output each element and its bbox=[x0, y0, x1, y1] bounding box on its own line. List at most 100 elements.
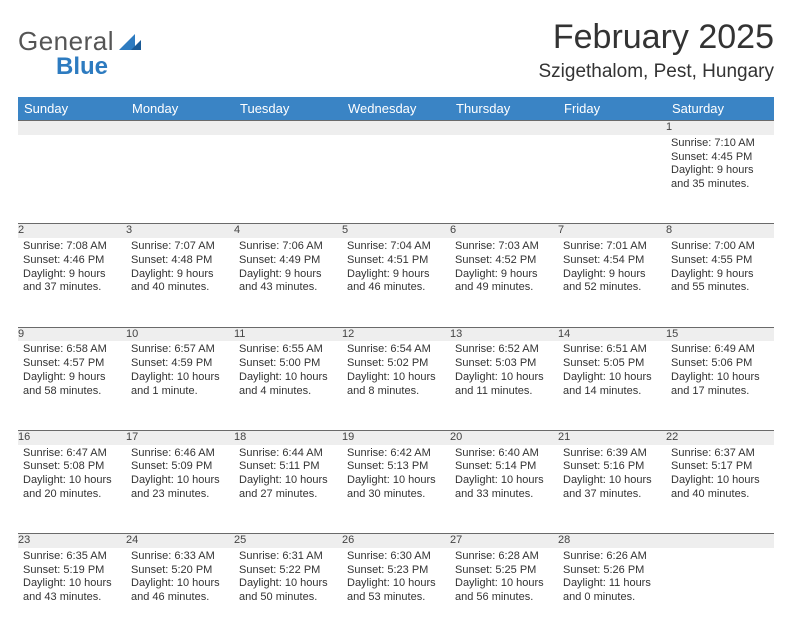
day-cell bbox=[666, 548, 774, 637]
day-number-cell: 12 bbox=[342, 327, 450, 341]
sunrise-text: Sunrise: 6:58 AM bbox=[23, 343, 121, 357]
day-content: Sunrise: 6:47 AMSunset: 5:08 PMDaylight:… bbox=[18, 445, 126, 506]
sunrise-text: Sunrise: 7:06 AM bbox=[239, 240, 337, 254]
sunset-text: Sunset: 5:19 PM bbox=[23, 564, 121, 578]
header: General Blue February 2025 Szigethalom, … bbox=[18, 18, 774, 83]
daylight-text: Daylight: 9 hours and 43 minutes. bbox=[239, 268, 337, 296]
daylight-text: Daylight: 9 hours and 52 minutes. bbox=[563, 268, 661, 296]
day-cell bbox=[126, 135, 234, 224]
sunrise-text: Sunrise: 6:39 AM bbox=[563, 447, 661, 461]
sunset-text: Sunset: 5:05 PM bbox=[563, 357, 661, 371]
day-cell: Sunrise: 7:08 AMSunset: 4:46 PMDaylight:… bbox=[18, 238, 126, 327]
day-number-cell: 3 bbox=[126, 224, 234, 238]
day-content: Sunrise: 6:40 AMSunset: 5:14 PMDaylight:… bbox=[450, 445, 558, 506]
sunrise-text: Sunrise: 7:00 AM bbox=[671, 240, 769, 254]
day-number-cell bbox=[558, 121, 666, 135]
daylight-text: Daylight: 10 hours and 11 minutes. bbox=[455, 371, 553, 399]
day-number-cell: 22 bbox=[666, 430, 774, 444]
sunrise-text: Sunrise: 6:46 AM bbox=[131, 447, 229, 461]
sunset-text: Sunset: 5:11 PM bbox=[239, 460, 337, 474]
sunset-text: Sunset: 5:20 PM bbox=[131, 564, 229, 578]
day-number-cell: 17 bbox=[126, 430, 234, 444]
daylight-text: Daylight: 10 hours and 23 minutes. bbox=[131, 474, 229, 502]
day-content: Sunrise: 7:10 AMSunset: 4:45 PMDaylight:… bbox=[666, 135, 774, 196]
daylight-text: Daylight: 10 hours and 4 minutes. bbox=[239, 371, 337, 399]
day-content: Sunrise: 6:42 AMSunset: 5:13 PMDaylight:… bbox=[342, 445, 450, 506]
day-cell bbox=[234, 135, 342, 224]
day-cell: Sunrise: 7:06 AMSunset: 4:49 PMDaylight:… bbox=[234, 238, 342, 327]
day-number-cell: 4 bbox=[234, 224, 342, 238]
day-cell: Sunrise: 6:51 AMSunset: 5:05 PMDaylight:… bbox=[558, 341, 666, 430]
day-content: Sunrise: 6:31 AMSunset: 5:22 PMDaylight:… bbox=[234, 548, 342, 609]
sunrise-text: Sunrise: 6:30 AM bbox=[347, 550, 445, 564]
day-cell: Sunrise: 6:52 AMSunset: 5:03 PMDaylight:… bbox=[450, 341, 558, 430]
day-content: Sunrise: 6:30 AMSunset: 5:23 PMDaylight:… bbox=[342, 548, 450, 609]
day-number-cell: 8 bbox=[666, 224, 774, 238]
day-number-row: 2345678 bbox=[18, 224, 774, 238]
brand-line1: General bbox=[18, 26, 114, 56]
day-cell: Sunrise: 6:55 AMSunset: 5:00 PMDaylight:… bbox=[234, 341, 342, 430]
daylight-text: Daylight: 10 hours and 17 minutes. bbox=[671, 371, 769, 399]
sunrise-text: Sunrise: 6:33 AM bbox=[131, 550, 229, 564]
sunrise-text: Sunrise: 7:07 AM bbox=[131, 240, 229, 254]
sunrise-text: Sunrise: 6:49 AM bbox=[671, 343, 769, 357]
sunrise-text: Sunrise: 7:10 AM bbox=[671, 137, 769, 151]
day-content: Sunrise: 6:44 AMSunset: 5:11 PMDaylight:… bbox=[234, 445, 342, 506]
weekday-header: Friday bbox=[558, 97, 666, 121]
sunrise-text: Sunrise: 6:40 AM bbox=[455, 447, 553, 461]
weekday-header: Monday bbox=[126, 97, 234, 121]
sunrise-text: Sunrise: 7:03 AM bbox=[455, 240, 553, 254]
sunset-text: Sunset: 4:46 PM bbox=[23, 254, 121, 268]
daylight-text: Daylight: 10 hours and 46 minutes. bbox=[131, 577, 229, 605]
day-cell: Sunrise: 6:46 AMSunset: 5:09 PMDaylight:… bbox=[126, 445, 234, 534]
day-number-cell: 19 bbox=[342, 430, 450, 444]
day-content-row: Sunrise: 6:35 AMSunset: 5:19 PMDaylight:… bbox=[18, 548, 774, 637]
day-number-cell: 25 bbox=[234, 534, 342, 548]
day-number-cell: 18 bbox=[234, 430, 342, 444]
month-title: February 2025 bbox=[538, 18, 774, 57]
day-number-cell: 6 bbox=[450, 224, 558, 238]
day-content: Sunrise: 7:01 AMSunset: 4:54 PMDaylight:… bbox=[558, 238, 666, 299]
day-content: Sunrise: 7:08 AMSunset: 4:46 PMDaylight:… bbox=[18, 238, 126, 299]
calendar-header-row: Sunday Monday Tuesday Wednesday Thursday… bbox=[18, 97, 774, 121]
day-number-row: 16171819202122 bbox=[18, 430, 774, 444]
daylight-text: Daylight: 10 hours and 50 minutes. bbox=[239, 577, 337, 605]
daylight-text: Daylight: 11 hours and 0 minutes. bbox=[563, 577, 661, 605]
sunrise-text: Sunrise: 6:42 AM bbox=[347, 447, 445, 461]
sunrise-text: Sunrise: 6:54 AM bbox=[347, 343, 445, 357]
day-cell: Sunrise: 6:39 AMSunset: 5:16 PMDaylight:… bbox=[558, 445, 666, 534]
daylight-text: Daylight: 10 hours and 40 minutes. bbox=[671, 474, 769, 502]
day-content: Sunrise: 6:49 AMSunset: 5:06 PMDaylight:… bbox=[666, 341, 774, 402]
sunset-text: Sunset: 4:49 PM bbox=[239, 254, 337, 268]
sunset-text: Sunset: 5:02 PM bbox=[347, 357, 445, 371]
day-number-cell: 21 bbox=[558, 430, 666, 444]
day-cell: Sunrise: 7:07 AMSunset: 4:48 PMDaylight:… bbox=[126, 238, 234, 327]
sunset-text: Sunset: 4:55 PM bbox=[671, 254, 769, 268]
day-content: Sunrise: 6:55 AMSunset: 5:00 PMDaylight:… bbox=[234, 341, 342, 402]
day-cell: Sunrise: 6:30 AMSunset: 5:23 PMDaylight:… bbox=[342, 548, 450, 637]
sunset-text: Sunset: 4:48 PM bbox=[131, 254, 229, 268]
day-number-cell: 15 bbox=[666, 327, 774, 341]
daylight-text: Daylight: 10 hours and 14 minutes. bbox=[563, 371, 661, 399]
daylight-text: Daylight: 9 hours and 35 minutes. bbox=[671, 164, 769, 192]
day-content: Sunrise: 6:46 AMSunset: 5:09 PMDaylight:… bbox=[126, 445, 234, 506]
daylight-text: Daylight: 9 hours and 37 minutes. bbox=[23, 268, 121, 296]
sunset-text: Sunset: 5:06 PM bbox=[671, 357, 769, 371]
day-cell bbox=[342, 135, 450, 224]
day-content: Sunrise: 7:04 AMSunset: 4:51 PMDaylight:… bbox=[342, 238, 450, 299]
day-content: Sunrise: 6:57 AMSunset: 4:59 PMDaylight:… bbox=[126, 341, 234, 402]
daylight-text: Daylight: 10 hours and 33 minutes. bbox=[455, 474, 553, 502]
sunset-text: Sunset: 5:16 PM bbox=[563, 460, 661, 474]
sunrise-text: Sunrise: 6:28 AM bbox=[455, 550, 553, 564]
calendar-page: General Blue February 2025 Szigethalom, … bbox=[0, 0, 792, 612]
sunrise-text: Sunrise: 6:31 AM bbox=[239, 550, 337, 564]
sunset-text: Sunset: 5:13 PM bbox=[347, 460, 445, 474]
daylight-text: Daylight: 10 hours and 53 minutes. bbox=[347, 577, 445, 605]
sunset-text: Sunset: 5:25 PM bbox=[455, 564, 553, 578]
title-block: February 2025 Szigethalom, Pest, Hungary bbox=[538, 18, 774, 83]
day-number-cell: 28 bbox=[558, 534, 666, 548]
daylight-text: Daylight: 9 hours and 40 minutes. bbox=[131, 268, 229, 296]
day-number-cell: 9 bbox=[18, 327, 126, 341]
weekday-header: Thursday bbox=[450, 97, 558, 121]
daylight-text: Daylight: 9 hours and 46 minutes. bbox=[347, 268, 445, 296]
